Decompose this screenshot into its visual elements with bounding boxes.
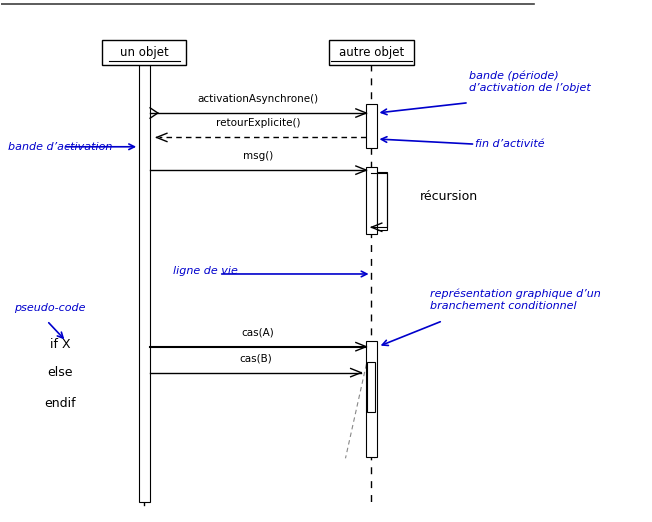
Text: bande d’activation: bande d’activation	[8, 142, 112, 152]
Text: if X: if X	[50, 338, 70, 351]
Text: endif: endif	[44, 397, 76, 410]
Text: représentation graphique d’un
branchement conditionnel: représentation graphique d’un branchemen…	[430, 289, 600, 311]
Bar	[139, 65, 150, 503]
Text: activationAsynchrone(): activationAsynchrone()	[198, 93, 319, 104]
Bar	[102, 40, 186, 65]
Text: ligne de vie: ligne de vie	[173, 266, 239, 276]
Bar	[367, 362, 375, 411]
Text: msg(): msg()	[243, 151, 273, 161]
Text: fin d’activité: fin d’activité	[475, 139, 545, 149]
Bar	[377, 172, 387, 230]
Bar	[366, 167, 377, 234]
Bar	[366, 104, 377, 148]
Text: récursion: récursion	[420, 189, 479, 203]
Text: cas(A): cas(A)	[242, 327, 274, 337]
Text: pseudo-code: pseudo-code	[14, 303, 86, 313]
Text: else: else	[47, 366, 72, 379]
Text: bande (période)
d’activation de l’objet: bande (période) d’activation de l’objet	[469, 71, 591, 93]
Text: un objet: un objet	[120, 46, 169, 59]
Text: retourExplicite(): retourExplicite()	[216, 118, 301, 128]
Text: autre objet: autre objet	[339, 46, 404, 59]
Bar	[329, 40, 413, 65]
Text: cas(B): cas(B)	[239, 353, 272, 363]
Bar	[366, 341, 377, 457]
